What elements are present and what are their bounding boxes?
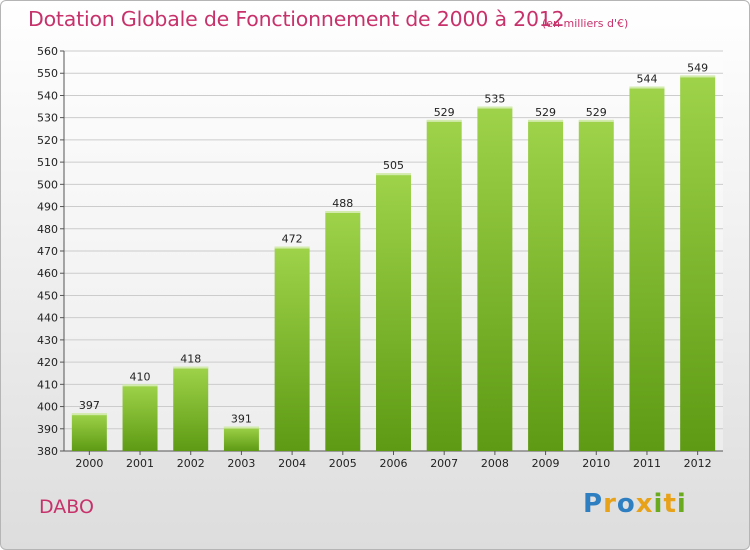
proxiti-logo: Proxiti <box>583 489 687 519</box>
y-tick-label: 550 <box>37 67 58 80</box>
bar-highlight <box>122 384 158 387</box>
y-tick-label: 420 <box>37 356 58 369</box>
y-tick-label: 400 <box>37 401 58 414</box>
y-tick-label: 460 <box>37 267 58 280</box>
logo-letter: x <box>635 489 654 519</box>
y-tick-label: 480 <box>37 223 58 236</box>
logo-letter: o <box>616 489 636 519</box>
bar-highlight <box>376 173 411 176</box>
value-label: 488 <box>332 197 353 210</box>
y-tick-label: 490 <box>37 201 58 214</box>
bar <box>578 119 614 451</box>
bars <box>71 75 716 452</box>
bar-highlight <box>629 86 665 89</box>
y-tick-label: 380 <box>37 445 58 458</box>
bar-highlight <box>477 106 513 109</box>
value-label: 391 <box>231 413 252 426</box>
logo-letter: i <box>653 489 664 519</box>
y-tick-label: 530 <box>37 112 58 125</box>
bar-highlight <box>578 119 614 122</box>
y-tick-label: 440 <box>37 312 58 325</box>
y-tick-label: 430 <box>37 334 58 347</box>
bar <box>426 119 462 451</box>
bar-highlight <box>325 211 361 213</box>
bar-highlight <box>223 426 259 429</box>
x-tick-label: 2008 <box>481 457 509 470</box>
bar <box>71 413 107 451</box>
y-tick-label: 390 <box>37 423 58 436</box>
y-tick-label: 520 <box>37 134 58 147</box>
y-tick-label: 510 <box>37 156 58 169</box>
x-tick-label: 2001 <box>126 457 154 470</box>
bar <box>223 426 259 451</box>
bar-highlight <box>426 119 462 122</box>
value-label: 529 <box>434 106 455 119</box>
value-label: 535 <box>484 93 505 106</box>
logo-letter: t <box>663 489 677 519</box>
bar <box>680 75 716 451</box>
x-tick-label: 2003 <box>227 457 255 470</box>
bar <box>274 246 310 451</box>
x-tick-label: 2006 <box>380 457 408 470</box>
bar <box>528 119 564 451</box>
value-label: 529 <box>535 106 556 119</box>
chart-subtitle: (en milliers d'€) <box>542 17 629 30</box>
x-tick-label: 2009 <box>532 457 560 470</box>
value-label: 544 <box>636 73 657 86</box>
bar <box>376 173 411 451</box>
x-tick-label: 2010 <box>582 457 610 470</box>
bar-highlight <box>680 75 716 78</box>
y-tick-label: 500 <box>37 178 58 191</box>
value-labels: 397 410 418 391 472 488 505 529 535 529 529 544 549 <box>79 61 708 425</box>
logo-letter: i <box>676 489 687 519</box>
bar-highlight <box>274 246 310 249</box>
x-tick-label: 2005 <box>329 457 357 470</box>
bar <box>122 384 158 451</box>
logo-letter: r <box>603 489 617 519</box>
y-tick-label: 450 <box>37 289 58 302</box>
value-label: 529 <box>586 106 607 119</box>
x-tick-label: 2011 <box>633 457 661 470</box>
bar <box>629 86 665 452</box>
axes: 380 390 400 410 420 430 440 450 460 470 480 490 500 5… <box>37 45 723 470</box>
x-tick-label: 2012 <box>684 457 712 470</box>
bar-highlight <box>528 119 564 122</box>
value-label: 472 <box>282 233 303 246</box>
bar <box>477 106 513 452</box>
chart-title: Dotation Globale de Fonctionnement de 20… <box>28 7 565 31</box>
value-label: 505 <box>383 159 404 172</box>
x-tick-label: 2002 <box>177 457 205 470</box>
value-label: 418 <box>180 353 201 366</box>
commune-name: DABO <box>39 496 94 518</box>
bar <box>173 366 209 451</box>
x-tick-label: 2007 <box>430 457 458 470</box>
logo-letter: P <box>583 489 604 519</box>
x-tick-label: 2000 <box>75 457 103 470</box>
bar-highlight <box>173 366 209 369</box>
bar-highlight <box>71 413 107 416</box>
value-label: 410 <box>130 370 151 383</box>
value-label: 549 <box>687 61 708 74</box>
value-label: 397 <box>79 399 100 412</box>
y-tick-label: 560 <box>37 45 58 58</box>
x-tick-label: 2004 <box>278 457 306 470</box>
bar <box>325 211 361 451</box>
y-tick-label: 410 <box>37 378 58 391</box>
y-tick-label: 540 <box>37 89 58 102</box>
y-tick-label: 470 <box>37 245 58 258</box>
